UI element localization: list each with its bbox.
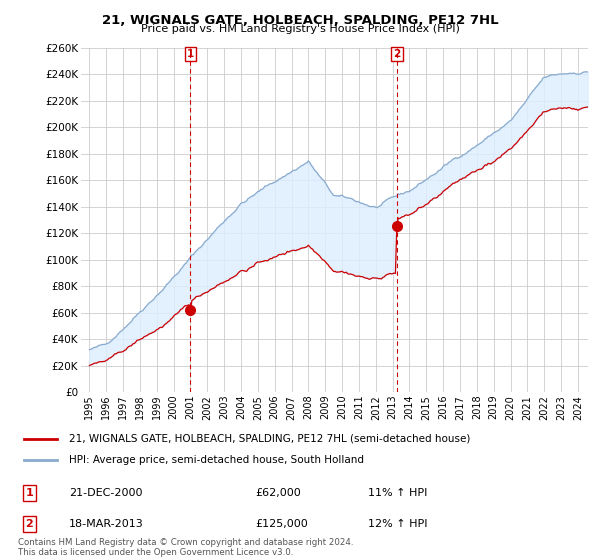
Text: £125,000: £125,000 (255, 519, 308, 529)
Text: 21, WIGNALS GATE, HOLBEACH, SPALDING, PE12 7HL: 21, WIGNALS GATE, HOLBEACH, SPALDING, PE… (101, 14, 499, 27)
Text: Contains HM Land Registry data © Crown copyright and database right 2024.
This d: Contains HM Land Registry data © Crown c… (18, 538, 353, 557)
Text: 21-DEC-2000: 21-DEC-2000 (69, 488, 142, 498)
Text: 1: 1 (25, 488, 33, 498)
Text: 2: 2 (393, 49, 400, 59)
Text: 21, WIGNALS GATE, HOLBEACH, SPALDING, PE12 7HL (semi-detached house): 21, WIGNALS GATE, HOLBEACH, SPALDING, PE… (69, 434, 470, 444)
Text: 11% ↑ HPI: 11% ↑ HPI (368, 488, 427, 498)
Text: 2: 2 (25, 519, 33, 529)
Text: 12% ↑ HPI: 12% ↑ HPI (368, 519, 427, 529)
Text: HPI: Average price, semi-detached house, South Holland: HPI: Average price, semi-detached house,… (69, 455, 364, 465)
Text: 18-MAR-2013: 18-MAR-2013 (69, 519, 143, 529)
Text: 1: 1 (187, 49, 194, 59)
Text: Price paid vs. HM Land Registry's House Price Index (HPI): Price paid vs. HM Land Registry's House … (140, 24, 460, 34)
Text: £62,000: £62,000 (255, 488, 301, 498)
